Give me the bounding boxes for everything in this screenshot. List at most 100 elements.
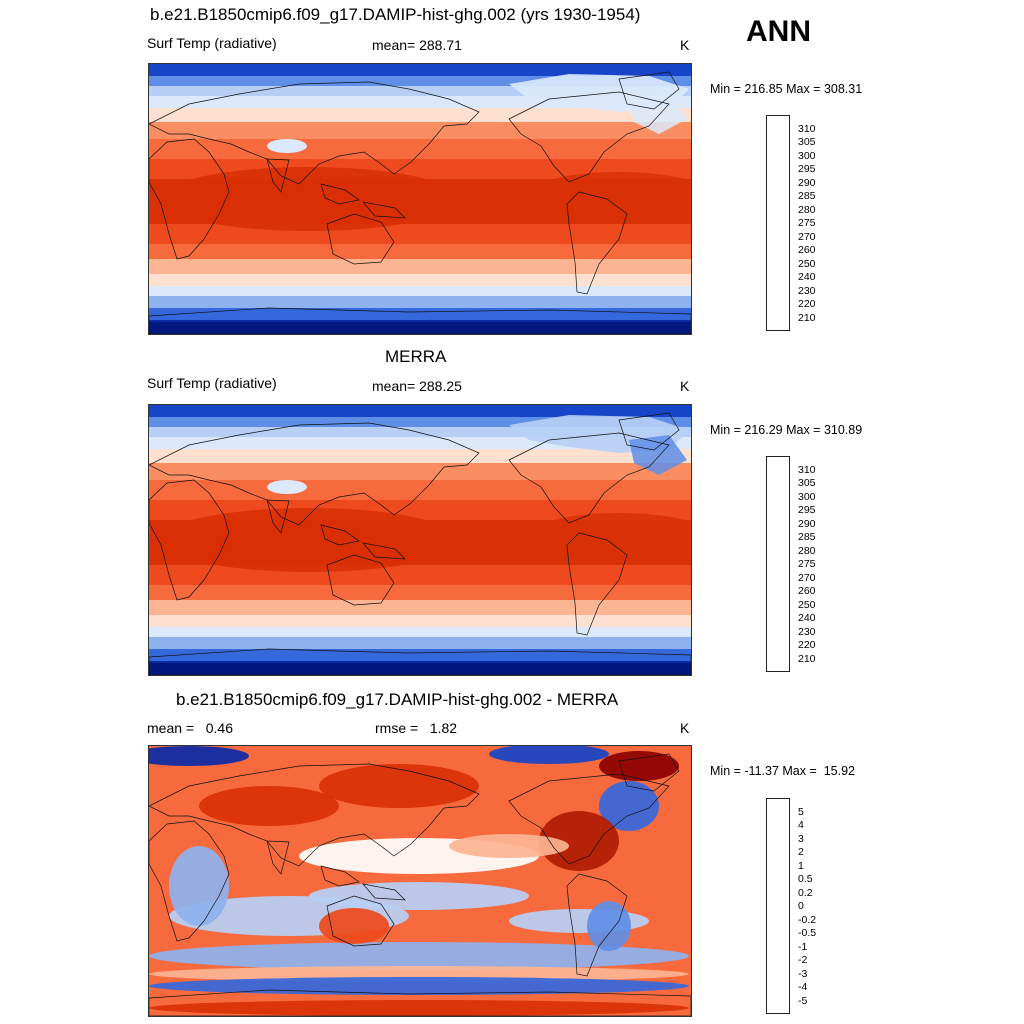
coastline bbox=[326, 554, 395, 606]
panel-2-colorbar-tick-label: 240 bbox=[798, 612, 816, 624]
panel-1-colorbar-tick-label: 280 bbox=[798, 203, 816, 216]
panel-2-colorbar-tick-label: 305 bbox=[798, 477, 816, 489]
antarctic-cold-band bbox=[149, 663, 691, 675]
difference-anomaly bbox=[199, 786, 339, 826]
panel-2-colorbar-tick-label: 230 bbox=[798, 625, 816, 638]
panel-2-colorbar-tick-label: 220 bbox=[798, 639, 816, 651]
temperature-band bbox=[149, 224, 691, 244]
panel-1-colorbar-tick-label: 275 bbox=[798, 217, 816, 229]
warm-pool bbox=[529, 172, 691, 216]
panel-1-colorbar-tick-label: 310 bbox=[798, 122, 816, 135]
panel-1-colorbar-outline bbox=[766, 115, 790, 331]
temperature-band bbox=[149, 76, 691, 86]
coastline bbox=[149, 989, 691, 1016]
coastline bbox=[508, 432, 670, 524]
difference-anomaly bbox=[149, 746, 249, 766]
panel-2-units-label: K bbox=[680, 378, 690, 394]
panel-2-colorbar-tick-label: 285 bbox=[798, 531, 816, 543]
temperature-band bbox=[149, 480, 691, 500]
panel-2-colorbar-tick-label: 310 bbox=[798, 463, 816, 476]
panel-3-colorbar-tick-label: 4 bbox=[798, 819, 804, 831]
panel-2-map bbox=[148, 404, 692, 676]
coastline bbox=[326, 213, 395, 265]
panel-3-minmax: Min = -11.37 Max = 15.92 bbox=[710, 764, 855, 778]
panel-1-colorbar-tick-label: 285 bbox=[798, 190, 816, 202]
difference-anomaly bbox=[587, 901, 631, 951]
panel-3-units-label: K bbox=[680, 720, 690, 736]
difference-anomaly bbox=[169, 846, 229, 926]
panel-1-colorbar-tick-label: 305 bbox=[798, 136, 816, 148]
coastline bbox=[149, 763, 480, 867]
temperature-band bbox=[149, 405, 691, 417]
coastline bbox=[266, 840, 290, 875]
coastline bbox=[320, 183, 406, 219]
tibet-cold-patch bbox=[267, 480, 307, 494]
difference-anomaly bbox=[149, 1000, 689, 1016]
coastline bbox=[508, 773, 670, 865]
coastline bbox=[326, 895, 395, 947]
temperature-band bbox=[149, 244, 691, 259]
panel-3-rmse-label: rmse = 1.82 bbox=[375, 720, 458, 736]
panel-1-colorbar-tick-label: 270 bbox=[798, 230, 816, 243]
panel-3-title: b.e21.B1850cmip6.f09_g17.DAMIP-hist-ghg.… bbox=[176, 690, 619, 709]
coastline bbox=[149, 307, 691, 334]
panel-2-colorbar-tick-label: 280 bbox=[798, 544, 816, 557]
difference-anomaly bbox=[599, 751, 679, 781]
coastline bbox=[266, 158, 290, 193]
temperature-band bbox=[149, 122, 691, 139]
coastline bbox=[566, 873, 628, 977]
temperature-band bbox=[149, 296, 691, 308]
panel-1-minmax: Min = 216.85 Max = 308.31 bbox=[710, 82, 863, 96]
panel-3-colorbar-tick-label: -1 bbox=[798, 940, 808, 953]
difference-anomaly bbox=[539, 811, 619, 871]
temperature-band bbox=[149, 86, 691, 96]
temperature-band bbox=[149, 259, 691, 274]
warm-pool bbox=[159, 167, 459, 231]
panel-3-colorbar-tick-label: 0.2 bbox=[798, 886, 813, 899]
coastline bbox=[149, 648, 691, 675]
panel-1-colorbar-tick-label: 240 bbox=[798, 271, 816, 283]
temperature-band bbox=[149, 417, 691, 427]
panel-3-colorbar-outline bbox=[766, 798, 790, 1014]
difference-anomaly bbox=[149, 966, 689, 982]
temperature-band bbox=[149, 463, 691, 480]
temperature-band bbox=[149, 615, 691, 627]
panel-1-colorbar-tick-label: 290 bbox=[798, 176, 816, 189]
panel-3-colorbar-tick-label: 5 bbox=[798, 805, 804, 818]
panel-1-colorbar-tick-label: 295 bbox=[798, 163, 816, 175]
panel-3-colorbar-tick-label: -0.5 bbox=[798, 927, 817, 939]
panel-1-mean-label: mean= 288.71 bbox=[372, 37, 462, 53]
panel-3-colorbar-tick-label: -4 bbox=[798, 981, 808, 993]
coastline bbox=[508, 91, 670, 183]
panel-2-title: MERRA bbox=[385, 347, 447, 366]
difference-anomaly bbox=[489, 746, 609, 764]
coastline bbox=[149, 422, 480, 526]
panel-3-colorbar-tick-label: 2 bbox=[798, 846, 804, 858]
panel-1-colorbar-tick-label: 250 bbox=[798, 257, 816, 270]
difference-anomaly bbox=[449, 834, 569, 858]
temperature-band bbox=[149, 274, 691, 286]
temperature-band bbox=[149, 139, 691, 159]
panel-2-colorbar-tick-label: 275 bbox=[798, 558, 816, 570]
panel-1-map bbox=[148, 63, 692, 335]
temperature-band bbox=[149, 108, 691, 122]
season-label: ANN bbox=[746, 15, 811, 48]
panel-2-colorbar-tick-label: 290 bbox=[798, 517, 816, 530]
panel-3-colorbar-tick-label: 0.5 bbox=[798, 873, 813, 885]
panel-1-colorbar-tick-label: 210 bbox=[798, 311, 816, 324]
coastline bbox=[149, 81, 480, 185]
greenland-cold-patch bbox=[629, 94, 687, 134]
panel-3-map-svg bbox=[149, 746, 691, 1016]
antarctic-cold-band bbox=[149, 322, 691, 334]
warm-pool bbox=[159, 508, 459, 572]
tibet-cold-patch bbox=[267, 139, 307, 153]
panel-3-colorbar-tick-label: -2 bbox=[798, 954, 808, 966]
panel-2-colorbar-tick-label: 260 bbox=[798, 585, 816, 597]
difference-anomaly bbox=[319, 908, 389, 944]
coastline bbox=[149, 138, 230, 260]
difference-anomaly bbox=[319, 764, 479, 808]
difference-anomaly bbox=[149, 942, 689, 970]
difference-anomaly bbox=[599, 781, 659, 831]
panel-3-colorbar-tick-label: 1 bbox=[798, 859, 804, 872]
temperature-band bbox=[149, 308, 691, 320]
